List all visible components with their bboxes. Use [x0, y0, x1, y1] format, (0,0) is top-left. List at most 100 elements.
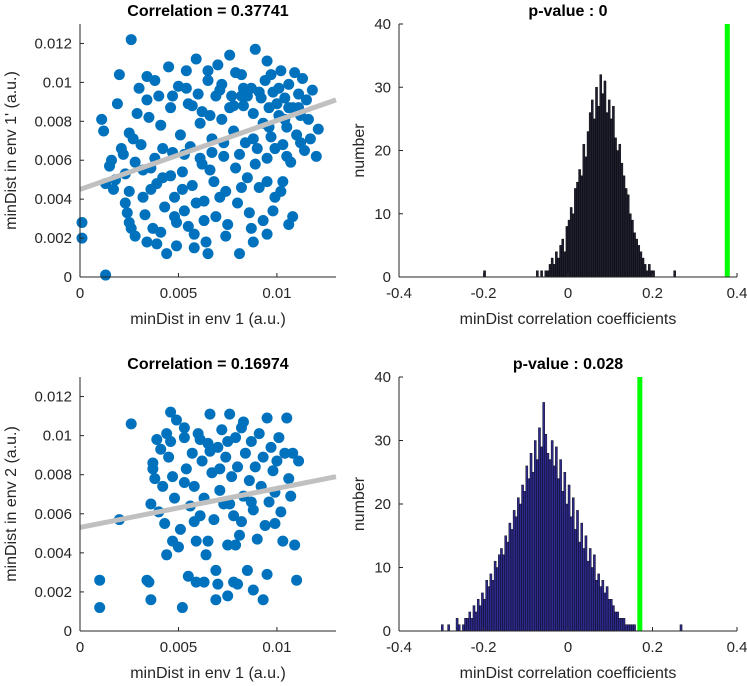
hist-bottom-bar	[599, 586, 602, 632]
scatter-top-point	[243, 207, 255, 219]
scatter-top-point	[306, 84, 318, 96]
hist-bottom-bar	[569, 516, 573, 632]
hist-top-bar	[607, 99, 611, 278]
hist-bottom-x-tick-label: -0.2	[471, 639, 497, 656]
hist-bottom-bar	[565, 503, 569, 632]
hist-bottom-bar	[462, 624, 465, 632]
scatter-top-point	[247, 236, 259, 248]
scatter-top-point	[106, 154, 118, 166]
hist-top-bar	[544, 270, 548, 278]
scatter-bottom-point	[204, 445, 216, 457]
scatter-top-point	[281, 150, 293, 162]
scatter-top-point	[96, 113, 108, 125]
scatter-bottom-point	[220, 451, 232, 463]
hist-top-bar	[567, 219, 571, 278]
scatter-bottom-point	[188, 480, 200, 492]
scatter-top-x-tick-label: 0	[76, 285, 84, 302]
hist-top-bar	[576, 181, 579, 278]
scatter-top-point	[202, 65, 214, 77]
scatter-top-point	[283, 218, 295, 230]
scatter-bottom-point	[267, 465, 279, 477]
hist-bottom-bar	[495, 567, 499, 632]
scatter-top-point	[176, 183, 188, 195]
scatter-bottom-ylabel: minDist in env 2 (a.u.)	[3, 426, 20, 582]
scatter-top-point	[218, 150, 230, 162]
hist-bottom-bar	[542, 402, 545, 632]
scatter-top-point	[113, 69, 125, 81]
hist-top-bar	[614, 137, 617, 278]
hist-bottom-bar	[472, 605, 476, 632]
scatter-top-y-tick-label: 0.002	[34, 230, 72, 247]
hist-top-y-tick-label: 10	[374, 206, 391, 223]
hist-bottom-y-tick-label: 0	[383, 623, 391, 640]
scatter-bottom-point	[265, 441, 277, 453]
scatter-bottom-point	[261, 568, 273, 580]
scatter-top-point	[159, 201, 171, 213]
scatter-top-point	[312, 123, 324, 135]
hist-top-bar	[648, 264, 651, 278]
hist-bottom-bar	[586, 560, 590, 632]
scatter-top-point	[265, 131, 277, 143]
scatter-bottom-point	[174, 523, 186, 535]
scatter-bottom-y-tick-label: 0.012	[34, 389, 72, 406]
scatter-bottom-point	[291, 574, 303, 586]
scatter-bottom-point	[293, 455, 305, 467]
scatter-top-point	[194, 117, 206, 129]
scatter-top-point	[265, 69, 277, 81]
scatter-top-point	[269, 143, 281, 155]
hist-bottom-bar	[553, 465, 556, 632]
scatter-top-fit-line	[79, 97, 337, 192]
hist-bottom-bar	[508, 522, 512, 632]
hist-top-bar	[643, 264, 647, 278]
scatter-bottom-point	[261, 412, 273, 424]
hist-top-bar	[557, 257, 560, 278]
hist-bottom-bar	[540, 446, 543, 632]
scatter-bottom-xlabel: minDist in env 1 (a.u.)	[130, 665, 286, 682]
scatter-top-point	[212, 59, 224, 71]
hist-bottom-bar	[616, 611, 619, 632]
scatter-top-point	[247, 108, 259, 120]
scatter-top-point	[300, 94, 312, 106]
hist-top-bar	[536, 270, 539, 278]
hist-bottom-bar	[474, 611, 478, 632]
hist-bottom-bar	[548, 459, 552, 632]
scatter-top-point	[202, 248, 214, 260]
scatter-top-point	[100, 269, 112, 281]
hist-bottom-bar	[567, 484, 571, 632]
scatter-top-point	[253, 181, 265, 193]
scatter-top-y-tick-label: 0.012	[34, 35, 72, 52]
hist-top-bar	[540, 270, 543, 278]
hist-bottom-bar	[578, 541, 581, 632]
scatter-bottom-point	[257, 594, 269, 606]
scatter-bottom-point	[245, 496, 257, 508]
hist-bottom-bar	[546, 453, 550, 632]
scatter-top-point	[283, 78, 295, 90]
hist-top-bar	[641, 257, 645, 278]
hist-top-bar	[620, 162, 624, 278]
scatter-bottom-point	[161, 549, 173, 561]
scatter-bottom-point	[222, 590, 234, 602]
scatter-top-point	[194, 152, 206, 164]
scatter-top-point	[123, 127, 135, 139]
hist-bottom-bar	[679, 624, 683, 632]
hist-top-bar	[673, 270, 676, 278]
hist-bottom-bar	[572, 497, 575, 632]
hist-top-bar	[574, 188, 577, 278]
scatter-top-point	[261, 152, 273, 164]
scatter-top-point	[165, 102, 177, 114]
hist-bottom-y-tick-label: 20	[374, 496, 391, 513]
hist-bottom-bar	[464, 618, 467, 632]
scatter-bottom-panel: Correlation = 0.16974 minDist in env 1 (…	[3, 356, 337, 682]
hist-top-bar	[559, 245, 562, 278]
hist-bottom-panel: p-value : 0.028 minDist correlation coef…	[351, 356, 747, 682]
hist-bottom-bar	[517, 497, 520, 632]
hist-top-bar	[603, 80, 607, 278]
hist-top-bar	[639, 251, 643, 278]
scatter-top-y-tick-label: 0.008	[34, 113, 72, 130]
scatter-bottom-point	[249, 461, 261, 473]
scatter-top-point	[261, 55, 273, 67]
scatter-top-point	[245, 222, 257, 234]
hist-bottom-title: p-value : 0.028	[513, 356, 623, 373]
scatter-top-point	[121, 207, 133, 219]
